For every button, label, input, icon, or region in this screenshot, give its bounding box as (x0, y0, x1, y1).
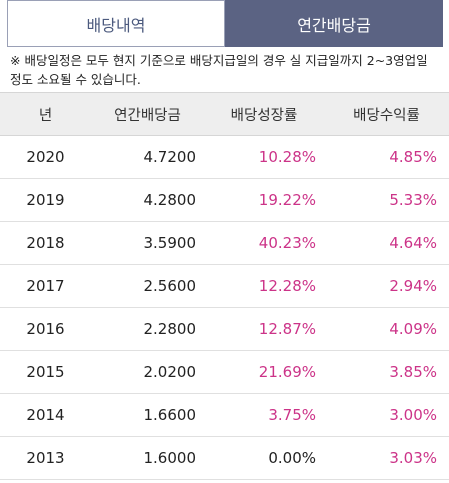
tab-annual-dividend[interactable]: 연간배당금 (225, 0, 443, 47)
growth-cell: 19.22% (258, 191, 316, 209)
header-growth: 배당성장률 (230, 107, 298, 124)
year-cell: 2016 (26, 320, 65, 338)
table-row: 2014 1.6600 3.75% 3.00% (0, 394, 449, 437)
table-header: 년 연간배당금 배당성장률 배당수익률 (0, 92, 449, 136)
growth-cell: 3.75% (268, 406, 316, 424)
annual-dividend-cell: 2.2800 (143, 320, 197, 338)
yield-cell: 4.09% (389, 320, 437, 338)
notice-text: ※ 배당일정은 모두 현지 기준으로 배당지급일의 경우 실 지급일까지 2~3… (10, 53, 428, 87)
table-row: 2019 4.2800 19.22% 5.33% (0, 179, 449, 222)
growth-cell: 12.28% (258, 277, 316, 295)
table-row: 2013 1.6000 0.00% 3.03% (0, 437, 449, 480)
table-row: 2016 2.2800 12.87% 4.09% (0, 308, 449, 351)
annual-dividend-cell: 4.2800 (143, 191, 197, 209)
header-annual-dividend: 연간배당금 (114, 107, 181, 124)
yield-cell: 2.94% (389, 277, 437, 295)
yield-cell: 4.64% (389, 234, 437, 252)
yield-cell: 4.85% (389, 148, 437, 166)
year-cell: 2017 (26, 277, 65, 295)
growth-cell: 12.87% (258, 320, 316, 338)
year-cell: 2015 (26, 363, 65, 381)
annual-dividend-cell: 4.7200 (143, 148, 197, 166)
yield-cell: 3.00% (389, 406, 437, 424)
tab-dividend-history-label: 배당내역 (86, 15, 146, 35)
yield-cell: 5.33% (389, 191, 437, 209)
annual-dividend-cell: 1.6600 (143, 406, 197, 424)
year-cell: 2020 (26, 148, 65, 166)
header-yield: 배당수익률 (353, 107, 420, 124)
tab-bar: 배당내역 연간배당금 (0, 0, 449, 48)
year-cell: 2019 (26, 191, 65, 209)
header-year: 년 (38, 107, 53, 124)
table-row: 2015 2.0200 21.69% 3.85% (0, 351, 449, 394)
growth-cell: 40.23% (258, 234, 316, 252)
year-cell: 2014 (26, 406, 65, 424)
year-cell: 2018 (26, 234, 65, 252)
table-row: 2017 2.5600 12.28% 2.94% (0, 265, 449, 308)
annual-dividend-cell: 1.6000 (143, 449, 197, 467)
yield-cell: 3.03% (389, 449, 437, 467)
growth-cell: 21.69% (258, 363, 316, 381)
annual-dividend-table: 년 연간배당금 배당성장률 배당수익률 2020 4.7200 10.28% 4.85… (0, 92, 449, 480)
table-body: 2020 4.7200 10.28% 4.85% 2019 4.2800 19.22% 5.3… (0, 136, 449, 480)
growth-cell: 10.28% (258, 148, 316, 166)
growth-cell: 0.00% (268, 449, 316, 467)
yield-cell: 3.85% (389, 363, 437, 381)
annual-dividend-cell: 3.5900 (143, 234, 197, 252)
tab-dividend-history[interactable]: 배당내역 (7, 0, 225, 47)
tab-annual-dividend-label: 연간배당금 (297, 15, 371, 35)
table-row: 2020 4.7200 10.28% 4.85% (0, 136, 449, 179)
annual-dividend-cell: 2.5600 (143, 277, 197, 295)
annual-dividend-cell: 2.0200 (143, 363, 197, 381)
table-row: 2018 3.5900 40.23% 4.64% (0, 222, 449, 265)
year-cell: 2013 (26, 449, 65, 467)
